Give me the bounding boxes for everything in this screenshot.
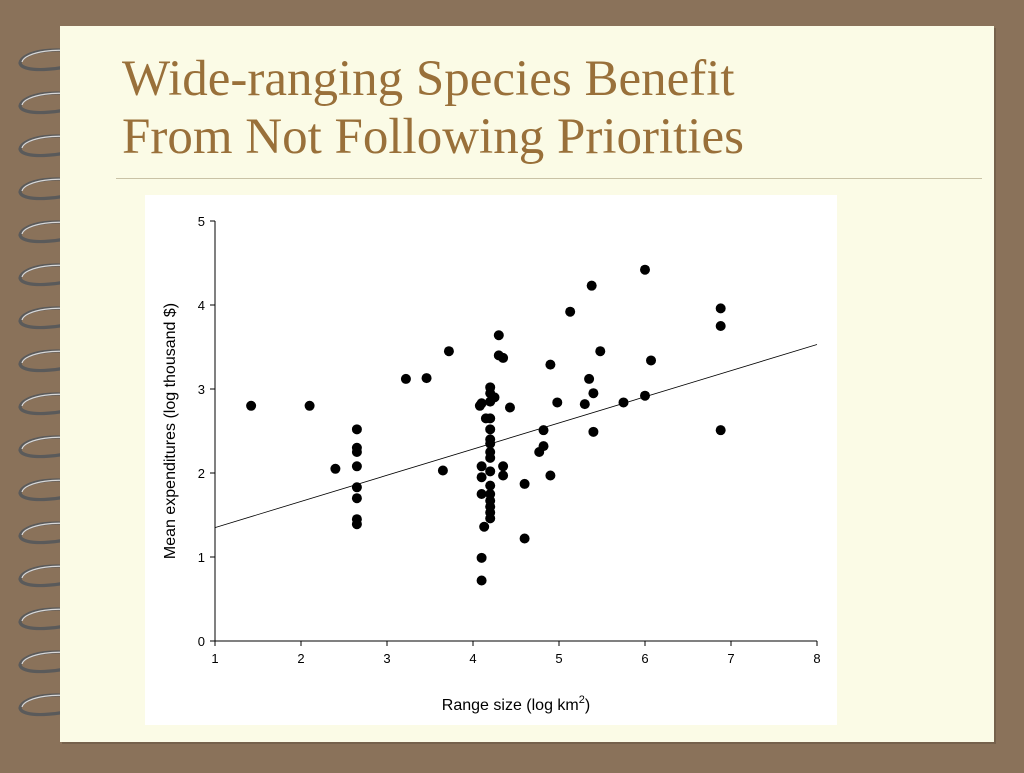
- x-tick-label: 7: [727, 651, 734, 666]
- data-point: [595, 346, 606, 357]
- x-tick-label: 2: [297, 651, 304, 666]
- y-axis-label: Mean expenditures (log thousand $): [162, 303, 179, 559]
- x-tick-label: 1: [211, 651, 218, 666]
- data-point: [493, 330, 504, 341]
- data-point: [538, 425, 549, 436]
- data-point: [479, 521, 490, 532]
- data-point: [351, 461, 362, 472]
- x-axis-label: Range size (log km2): [442, 694, 590, 714]
- data-point: [476, 398, 487, 409]
- data-point: [715, 321, 726, 331]
- y-tick-label: 2: [198, 466, 205, 481]
- slide-title: Wide-ranging Species Benefit From Not Fo…: [122, 50, 982, 166]
- data-point: [618, 397, 629, 408]
- data-point: [545, 470, 556, 481]
- data-point: [586, 280, 597, 291]
- y-tick-label: 4: [198, 298, 205, 313]
- data-point: [351, 519, 362, 530]
- data-point: [485, 438, 496, 449]
- data-point: [519, 533, 530, 544]
- y-ticks: 0 1 2 3 4 5: [198, 214, 215, 649]
- data-point: [351, 493, 362, 504]
- x-tick-label: 3: [383, 651, 390, 666]
- data-point: [437, 465, 448, 476]
- data-point: [246, 400, 257, 411]
- data-point: [538, 441, 549, 452]
- data-point: [304, 400, 315, 411]
- data-point: [498, 352, 509, 363]
- slide-title-line-2: From Not Following Priorities: [122, 109, 744, 165]
- slide-title-line-1: Wide-ranging Species Benefit: [122, 51, 735, 107]
- data-point: [351, 482, 362, 493]
- data-point: [588, 426, 599, 437]
- data-point: [476, 461, 487, 472]
- data-points: [246, 264, 726, 586]
- data-point: [400, 373, 411, 384]
- x-tick-label: 8: [813, 651, 820, 666]
- data-point: [476, 575, 487, 586]
- y-tick-label: 0: [198, 634, 205, 649]
- data-point: [485, 513, 496, 524]
- data-point: [476, 472, 487, 483]
- data-point: [545, 359, 556, 370]
- data-point: [640, 390, 650, 401]
- data-point: [498, 461, 509, 472]
- data-point: [485, 424, 496, 435]
- data-point: [476, 489, 487, 499]
- trend-line: [214, 344, 818, 528]
- data-point: [504, 402, 515, 413]
- data-point: [552, 397, 563, 408]
- y-tick-label: 1: [198, 550, 205, 565]
- data-point: [485, 413, 496, 424]
- chart-axes: [214, 221, 817, 642]
- data-point: [584, 373, 595, 384]
- title-divider: [116, 178, 982, 179]
- data-point: [351, 424, 362, 435]
- data-point: [489, 392, 500, 403]
- data-point: [565, 306, 576, 317]
- data-point: [715, 425, 726, 436]
- data-point: [640, 264, 650, 275]
- x-axis-label-end: ): [585, 697, 590, 714]
- x-tick-label: 4: [469, 651, 476, 666]
- data-point: [498, 470, 509, 481]
- data-point: [421, 373, 432, 384]
- y-tick-label: 3: [198, 382, 205, 397]
- data-point: [351, 447, 362, 457]
- y-tick-label: 5: [198, 214, 205, 229]
- data-point: [330, 463, 341, 474]
- data-point: [579, 399, 590, 410]
- x-axis-label-superscript: 2: [579, 694, 585, 706]
- data-point: [715, 303, 726, 314]
- data-point: [485, 466, 496, 477]
- data-point: [485, 480, 496, 491]
- data-point: [476, 552, 487, 563]
- data-point: [588, 388, 599, 399]
- x-tick-label: 5: [555, 651, 562, 666]
- data-point: [646, 355, 657, 366]
- x-tick-label: 6: [641, 651, 648, 666]
- x-ticks: 1 2 3 4 5 6 7 8: [211, 641, 821, 666]
- x-axis-label-text: Range size (log km: [442, 697, 579, 714]
- data-point: [485, 452, 496, 463]
- data-point: [443, 346, 454, 357]
- data-point: [519, 478, 530, 489]
